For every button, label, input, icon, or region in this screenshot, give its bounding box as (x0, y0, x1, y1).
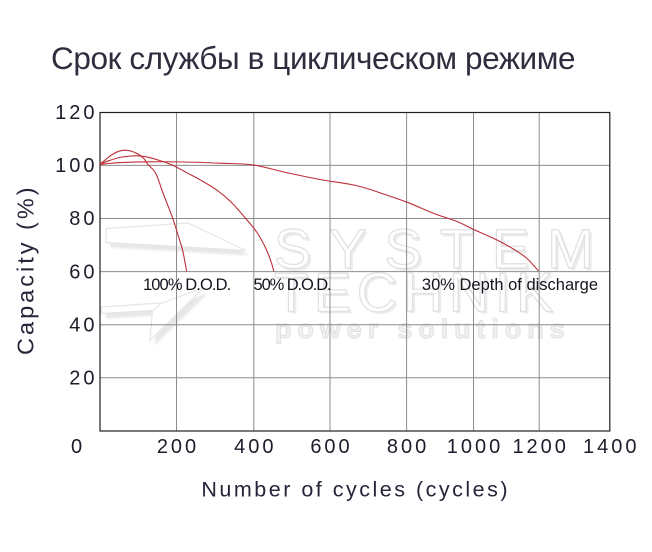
svg-text:120: 120 (55, 102, 97, 124)
svg-text:200: 200 (157, 436, 199, 458)
svg-text:1200: 1200 (512, 436, 569, 458)
svg-text:TECHNIK: TECHNIK (274, 261, 559, 324)
svg-text:TECHNIK: TECHNIK (277, 263, 562, 326)
svg-text:Срок службы в циклическом режи: Срок службы в циклическом режиме (51, 40, 575, 76)
svg-text:800: 800 (387, 436, 429, 458)
svg-text:20: 20 (69, 368, 97, 390)
svg-text:400: 400 (234, 436, 276, 458)
svg-text:100: 100 (55, 155, 97, 177)
svg-text:1000: 1000 (447, 436, 504, 458)
svg-text:Number of cycles (cycles): Number of cycles (cycles) (201, 478, 510, 502)
svg-text:SYSTEM: SYSTEM (274, 217, 612, 280)
svg-text:1400: 1400 (583, 436, 640, 458)
svg-text:30% Depth of discharge: 30% Depth of discharge (422, 276, 598, 294)
svg-text:80: 80 (69, 208, 97, 230)
svg-text:60: 60 (69, 261, 97, 283)
svg-text:600: 600 (310, 436, 352, 458)
svg-text:0: 0 (71, 436, 85, 458)
svg-text:100% D.O.D.: 100% D.O.D. (143, 276, 231, 294)
svg-text:Capacity (%): Capacity (%) (13, 184, 39, 355)
svg-text:power solutions: power solutions (275, 314, 571, 344)
svg-text:40: 40 (69, 314, 97, 336)
svg-text:50% D.O.D.: 50% D.O.D. (254, 276, 332, 294)
